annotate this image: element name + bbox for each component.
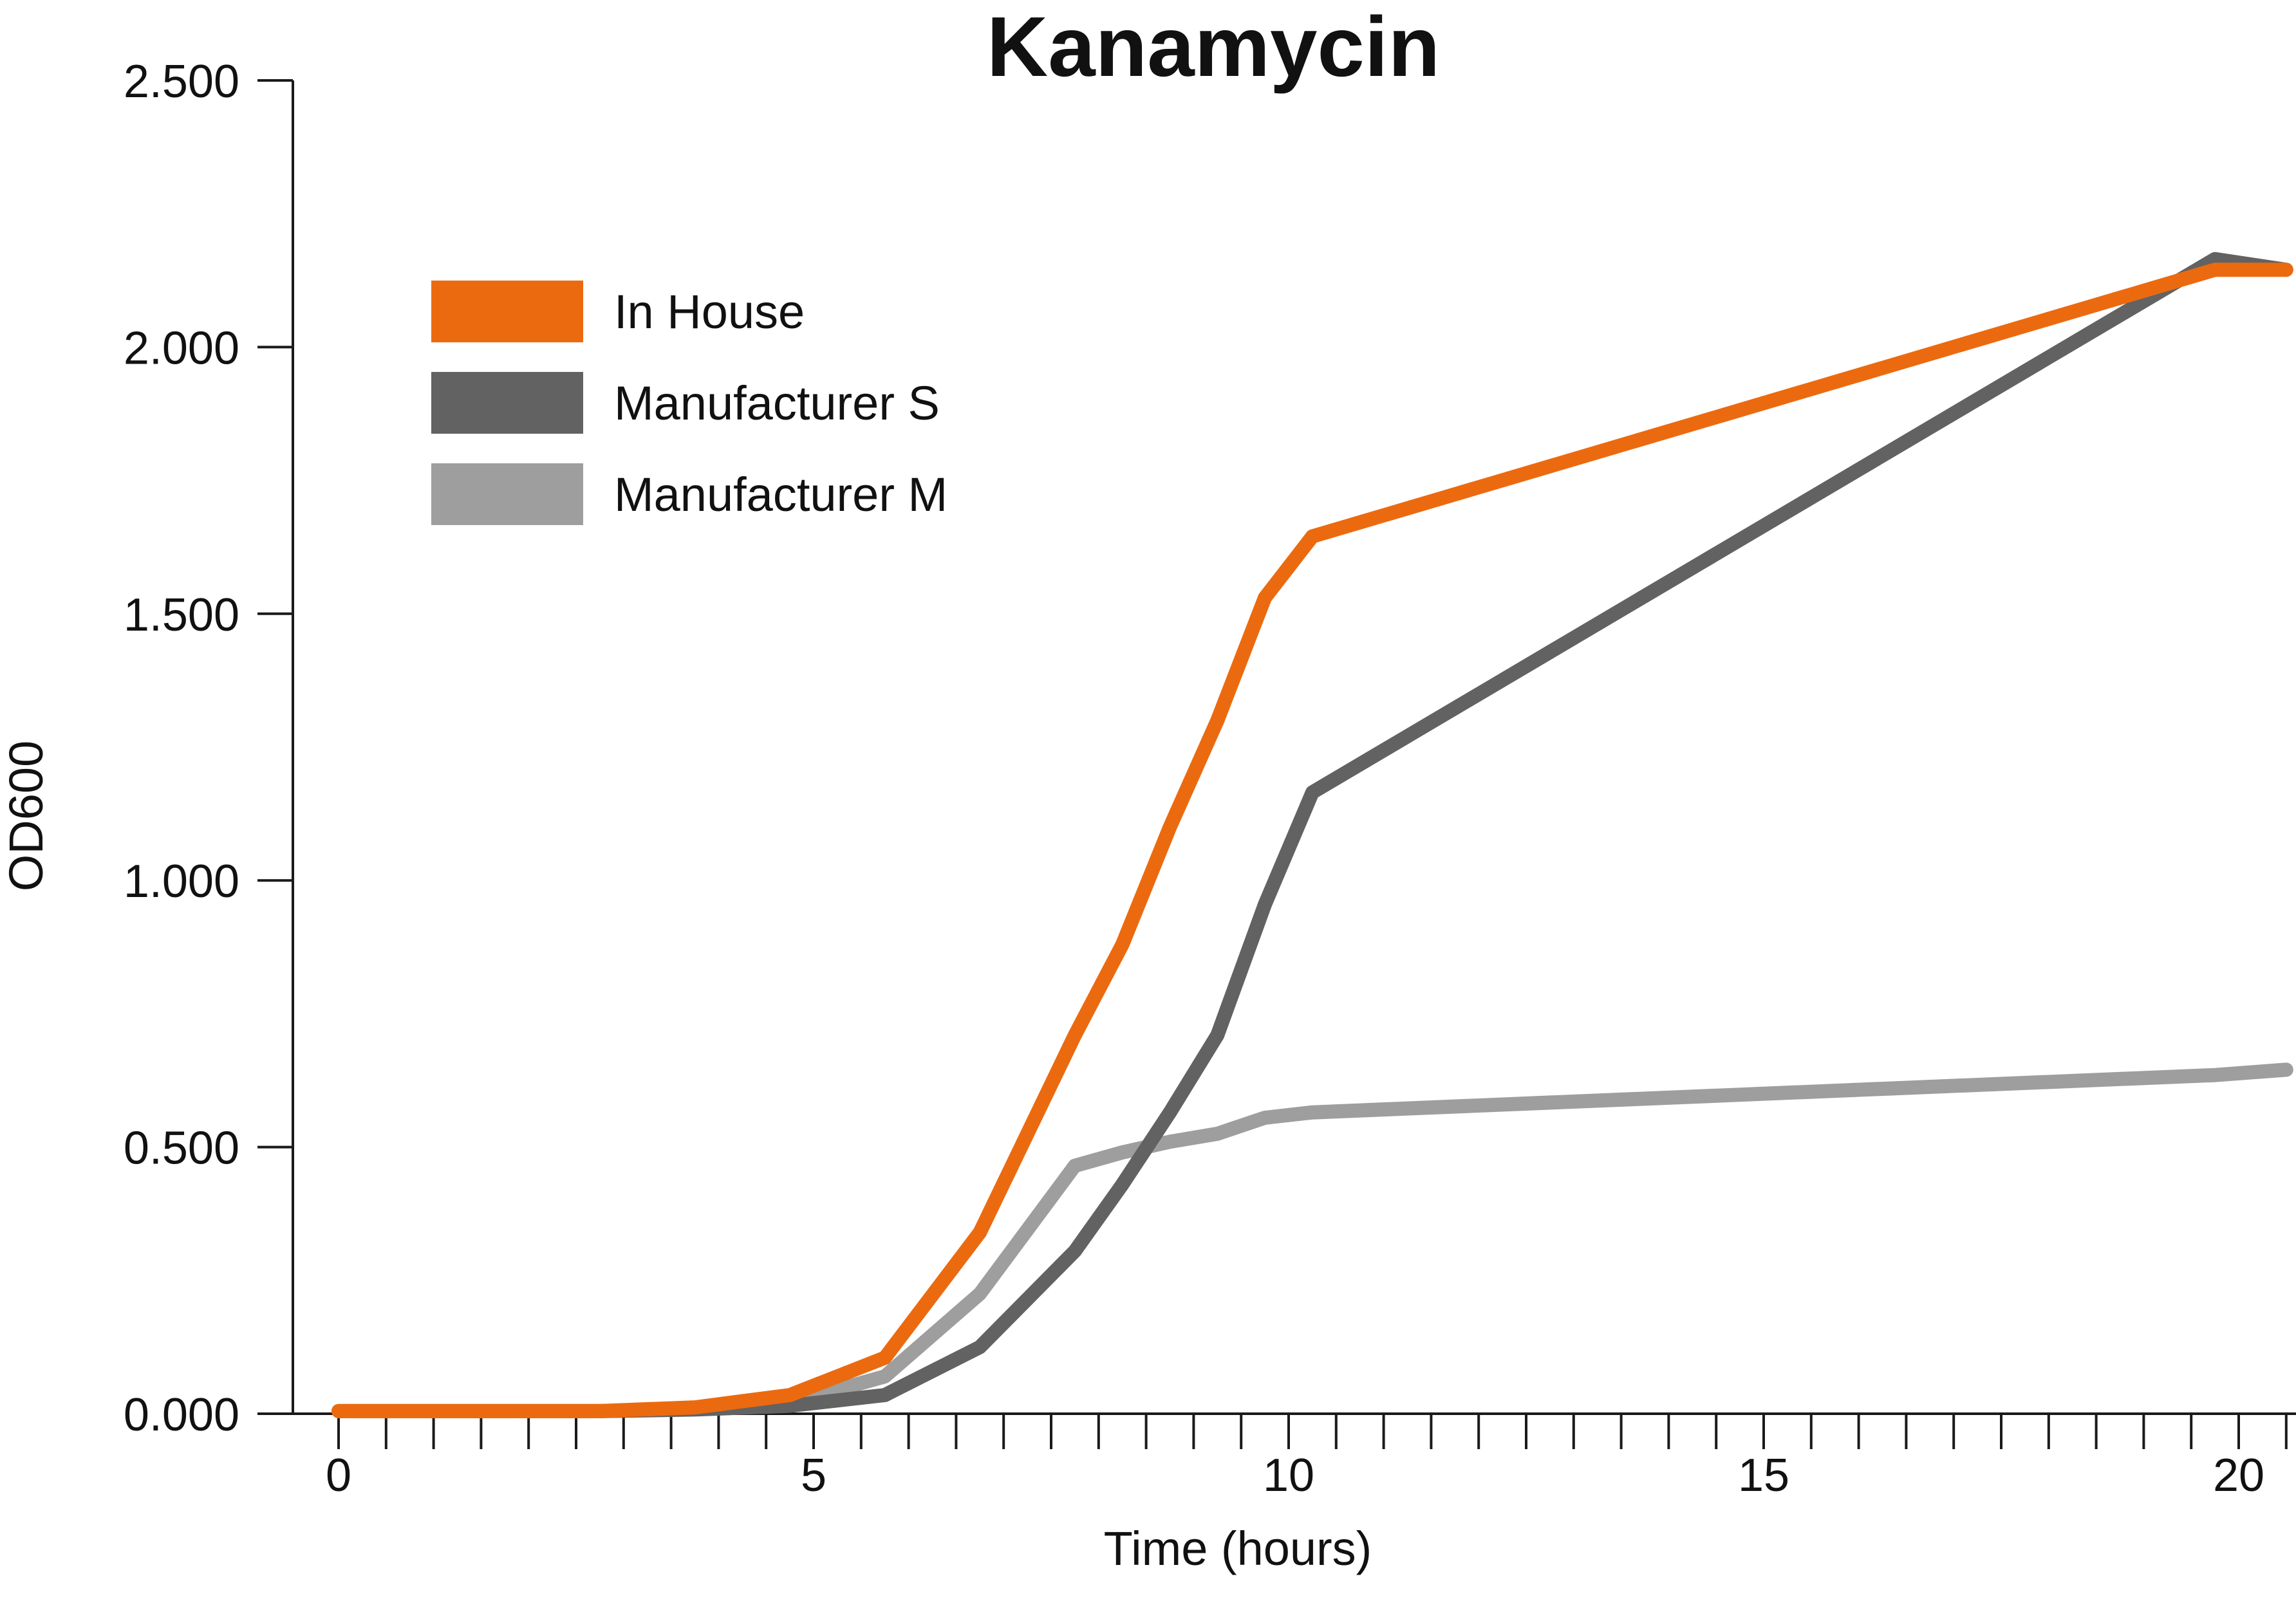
x-tick-label: 15	[1738, 1450, 1789, 1501]
series-group	[331, 252, 2293, 1418]
series-line-manufacturer-s	[331, 252, 2293, 1418]
y-tick-label: 0.000	[124, 1389, 239, 1441]
chart-title: Kanamycin	[987, 0, 1440, 94]
legend-item-in-house: In House	[431, 281, 805, 342]
x-tick-label: 10	[1263, 1450, 1314, 1501]
legend-label: Manufacturer M	[614, 468, 947, 521]
series-line-manufacturer-m	[331, 1062, 2293, 1418]
x-tick-label: 5	[801, 1450, 826, 1501]
y-tick-label: 1.500	[124, 589, 239, 641]
y-tick-label: 2.000	[124, 322, 239, 374]
x-tick-label: 0	[326, 1450, 351, 1501]
legend-label: Manufacturer S	[614, 376, 940, 430]
y-axis-title: OD600	[0, 741, 53, 891]
y-tick-label: 2.500	[124, 56, 239, 107]
legend-item-manufacturer-s: Manufacturer S	[431, 372, 940, 434]
y-axis: 0.000 0.500 1.000 1.500 2.000 2.500	[124, 56, 294, 1441]
legend-swatch	[431, 463, 583, 525]
y-tick-label: 0.500	[124, 1123, 239, 1174]
legend: In House Manufacturer S Manufacturer M	[431, 281, 947, 525]
legend-swatch	[431, 372, 583, 434]
legend-label: In House	[614, 285, 805, 338]
legend-item-manufacturer-m: Manufacturer M	[431, 463, 947, 525]
y-tick-label: 1.000	[124, 856, 239, 907]
series-line-in-house	[331, 263, 2293, 1418]
x-axis-title: Time (hours)	[1104, 1522, 1372, 1575]
legend-swatch	[431, 281, 583, 342]
x-tick-label: 20	[2213, 1450, 2264, 1501]
x-axis: 0 5 10 15 20	[293, 1412, 2296, 1501]
